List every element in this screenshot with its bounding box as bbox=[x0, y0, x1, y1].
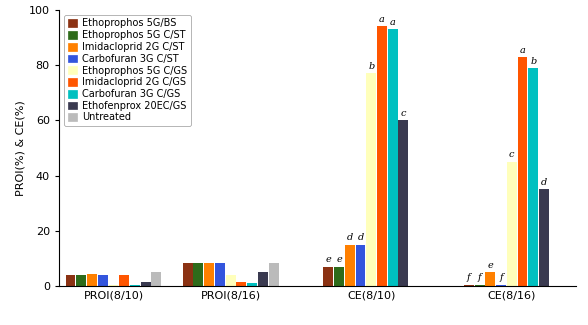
Bar bbox=[323, 266, 333, 286]
Bar bbox=[269, 263, 279, 286]
Bar bbox=[236, 282, 246, 286]
Bar bbox=[539, 189, 549, 286]
Bar bbox=[366, 73, 376, 286]
Text: a: a bbox=[520, 46, 526, 55]
Bar bbox=[152, 272, 161, 286]
Bar bbox=[356, 244, 365, 286]
Text: f: f bbox=[467, 273, 470, 282]
Bar bbox=[247, 283, 257, 286]
Text: d: d bbox=[346, 233, 353, 242]
Bar bbox=[204, 263, 214, 286]
Text: a: a bbox=[379, 15, 385, 24]
Bar bbox=[507, 162, 517, 286]
Text: e: e bbox=[487, 261, 493, 270]
Bar bbox=[193, 263, 203, 286]
Text: c: c bbox=[509, 150, 514, 160]
Bar bbox=[485, 272, 495, 286]
Bar bbox=[529, 68, 538, 286]
Text: a: a bbox=[390, 18, 396, 27]
Bar bbox=[87, 274, 97, 286]
Bar bbox=[387, 29, 397, 286]
Bar bbox=[98, 275, 108, 286]
Bar bbox=[345, 244, 355, 286]
Text: e: e bbox=[336, 255, 342, 265]
Text: d: d bbox=[358, 233, 363, 242]
Bar bbox=[226, 275, 236, 286]
Bar bbox=[475, 285, 485, 286]
Text: b: b bbox=[368, 62, 375, 71]
Text: e: e bbox=[325, 255, 331, 265]
Text: f: f bbox=[478, 273, 482, 282]
Bar bbox=[258, 272, 268, 286]
Bar bbox=[109, 285, 118, 286]
Text: d: d bbox=[541, 178, 547, 187]
Text: c: c bbox=[400, 109, 406, 118]
Bar bbox=[334, 266, 344, 286]
Bar bbox=[496, 285, 506, 286]
Bar bbox=[399, 120, 409, 286]
Bar bbox=[66, 275, 75, 286]
Legend: Ethoprophos 5G/BS, Ethoprophos 5G C/ST, Imidacloprid 2G C/ST, Carbofuran 3G C/ST: Ethoprophos 5G/BS, Ethoprophos 5G C/ST, … bbox=[64, 15, 191, 126]
Bar bbox=[76, 275, 86, 286]
Bar bbox=[183, 263, 193, 286]
Y-axis label: PROI(%) & CE(%): PROI(%) & CE(%) bbox=[16, 100, 26, 196]
Bar bbox=[377, 26, 387, 286]
Text: b: b bbox=[530, 57, 536, 66]
Bar bbox=[464, 285, 474, 286]
Text: f: f bbox=[499, 273, 503, 282]
Bar bbox=[141, 282, 151, 286]
Bar bbox=[517, 57, 527, 286]
Bar bbox=[215, 263, 225, 286]
Bar bbox=[119, 275, 129, 286]
Bar bbox=[130, 285, 140, 286]
